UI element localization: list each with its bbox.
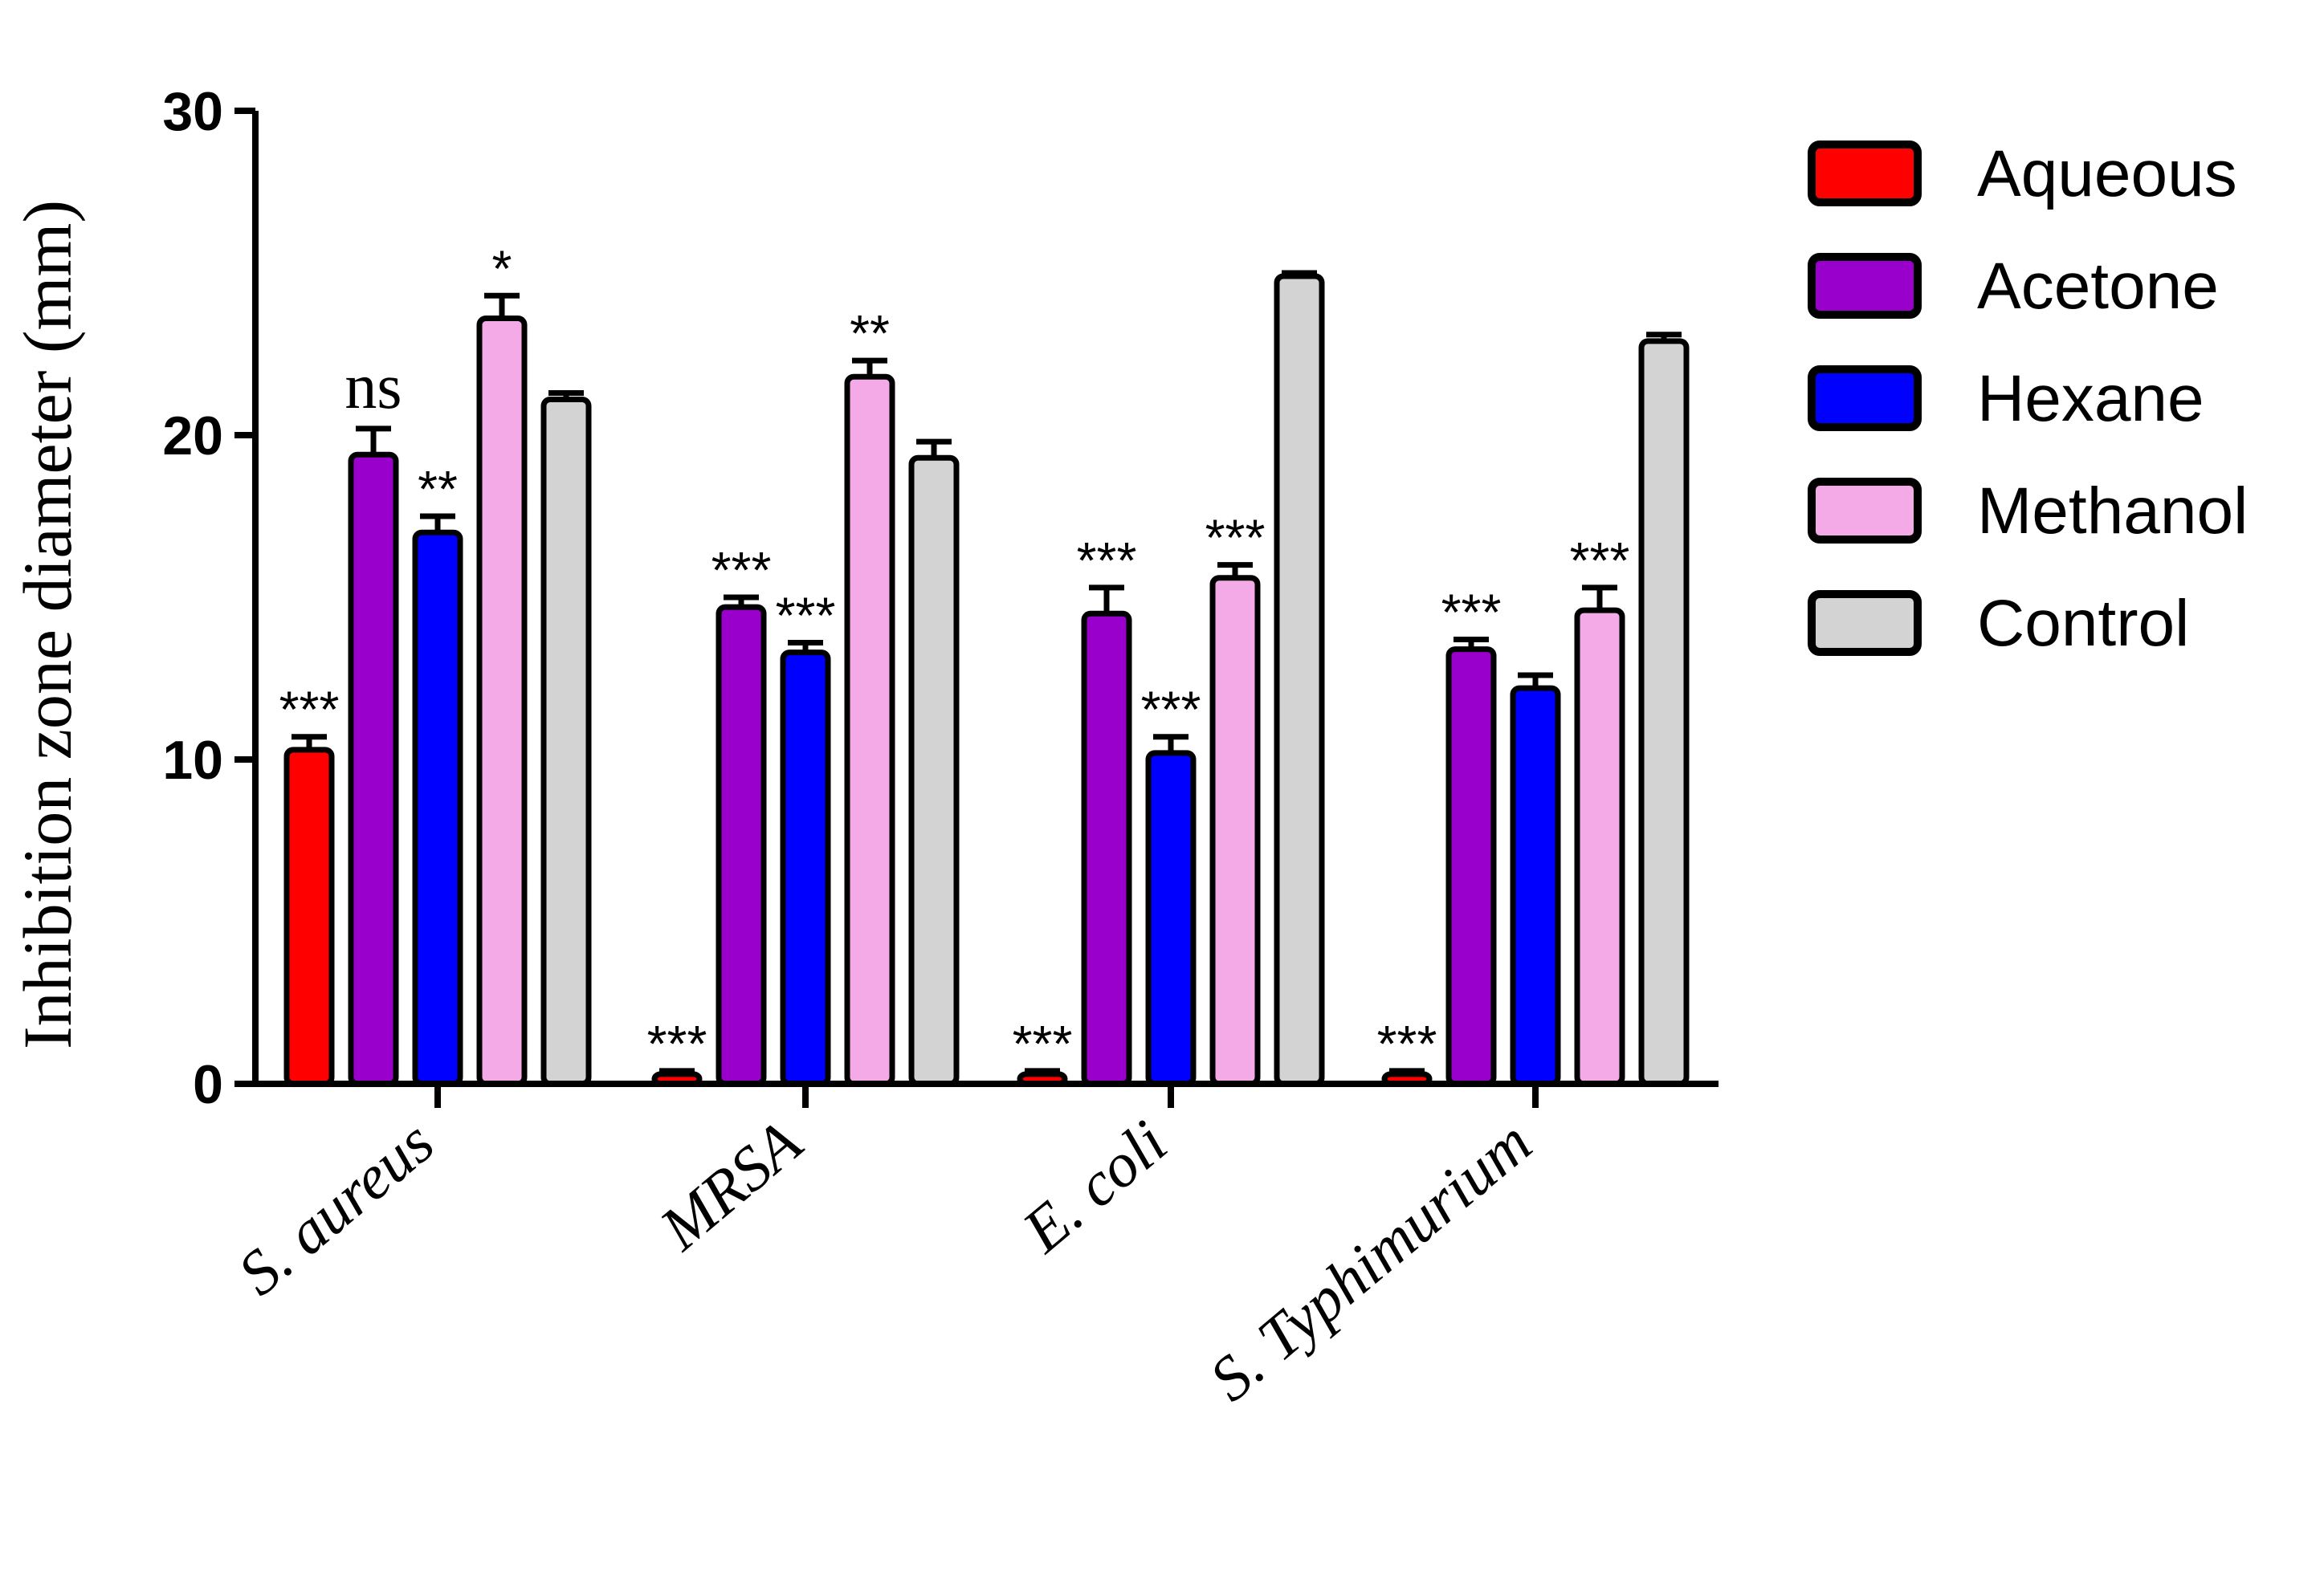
legend-swatch-methanol <box>1808 478 1922 544</box>
x-axis: S. aureus MRSA E. coli S. Typhimurium <box>225 1081 1719 1415</box>
significance-label: *** <box>647 1015 707 1073</box>
bar-control-3 <box>1638 338 1690 1087</box>
bar-acetone-0 <box>348 451 399 1087</box>
significance-label: ** <box>850 304 890 362</box>
y-tick-label: 20 <box>162 405 223 466</box>
bar-control-1 <box>908 454 960 1087</box>
bar-control-2 <box>1274 273 1325 1087</box>
legend: Aqueous Acetone Hexane Methanol Control <box>1808 137 2248 660</box>
y-axis: 0 10 20 30 <box>162 81 259 1115</box>
legend-label-aqueous: Aqueous <box>1977 137 2237 210</box>
legend-label-acetone: Acetone <box>1977 250 2219 323</box>
bar-hexane-2 <box>1145 750 1197 1087</box>
significance-label: *** <box>1141 681 1201 739</box>
significance-label: *** <box>1013 1015 1073 1073</box>
bar-hexane-1 <box>780 650 831 1087</box>
significance-label: *** <box>279 681 340 739</box>
significance-label: *** <box>1377 1015 1437 1073</box>
significance-label: *** <box>711 541 772 599</box>
y-tick-label: 10 <box>162 730 223 791</box>
significance-label: ns <box>345 352 402 422</box>
x-tick-label: S. aureus <box>225 1106 446 1308</box>
legend-swatch-hexane <box>1808 365 1922 431</box>
legend-label-control: Control <box>1977 587 2189 660</box>
legend-label-methanol: Methanol <box>1977 474 2248 548</box>
bar-methanol-3 <box>1574 607 1625 1087</box>
y-tick-label: 0 <box>193 1054 223 1115</box>
bar-acetone-3 <box>1445 646 1497 1087</box>
bar-control-0 <box>540 397 592 1087</box>
significance-label: *** <box>1205 509 1266 567</box>
bars: ***ns*********************************** <box>279 239 1690 1087</box>
legend-swatch-acetone <box>1808 253 1922 319</box>
significance-label: *** <box>1077 531 1137 589</box>
bar-hexane-3 <box>1510 685 1561 1087</box>
significance-label: *** <box>1441 584 1502 641</box>
x-tick-label: S. Typhimurium <box>1197 1106 1544 1414</box>
bar-hexane-0 <box>412 529 463 1087</box>
bar-acetone-1 <box>716 604 767 1087</box>
bar-methanol-0 <box>476 316 528 1087</box>
significance-label: *** <box>776 587 836 645</box>
bar-methanol-1 <box>844 373 895 1087</box>
bar-methanol-2 <box>1209 575 1261 1087</box>
bar-acetone-2 <box>1081 610 1132 1087</box>
significance-label: * <box>492 239 512 297</box>
bar-aqueous-0 <box>283 747 335 1087</box>
legend-label-hexane: Hexane <box>1977 362 2204 435</box>
significance-label: ** <box>418 460 458 518</box>
x-tick-label: E. coli <box>1009 1106 1180 1265</box>
significance-label: *** <box>1570 531 1630 589</box>
x-tick-label: MRSA <box>646 1106 815 1264</box>
legend-swatch-aqueous <box>1808 140 1922 206</box>
legend-swatch-control <box>1808 590 1922 656</box>
y-axis-label: Inhibition zone diameter (mm) <box>9 200 86 1049</box>
y-tick-label: 30 <box>162 81 223 142</box>
